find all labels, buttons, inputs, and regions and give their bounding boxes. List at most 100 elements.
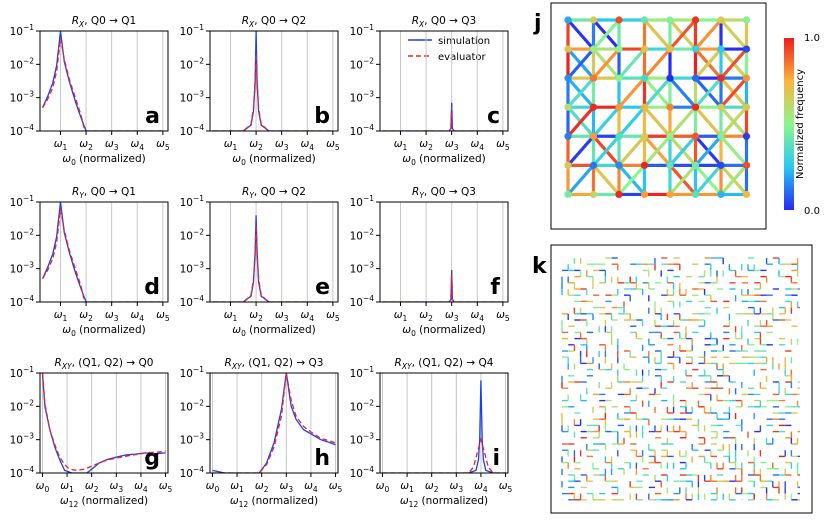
lattice-node [640, 103, 649, 111]
y-tick-label: 10−1 [10, 23, 35, 38]
x-tick-label: ω4 [134, 480, 148, 494]
y-tick-label: 10−1 [180, 23, 205, 38]
lattice-node [615, 16, 623, 24]
legend: simulation evaluator [408, 36, 490, 63]
x-tick-label: ω1 [230, 480, 244, 494]
panel-f: RY, Q0 → Q3 ω1 ω2 ω3 ω4 ω5 10−1 10−2 10−3 10−4 f ω0… [350, 186, 510, 338]
axes-frame [209, 201, 339, 303]
lattice-edge [642, 47, 672, 80]
lattice-edge [591, 163, 621, 197]
lattice-panel-j: j 1.0 0.0 Normalized frequency [533, 2, 820, 230]
y-tick-label: 10−3 [180, 261, 205, 276]
x-tick-label: ω4 [470, 309, 484, 323]
x-axis-label: ω0 (normalized) [232, 153, 315, 167]
x-tick-label: ω2 [85, 480, 99, 494]
x-tick-label: ω4 [300, 138, 314, 152]
x-tick-label: ω2 [425, 480, 439, 494]
panel-label: k [532, 254, 548, 279]
series-simulation [42, 202, 163, 302]
y-tick-label: 10−2 [10, 56, 35, 71]
x-tick-label: ω5 [496, 138, 510, 152]
x-tick-label: ω1 [224, 309, 238, 323]
lattice-node [640, 16, 649, 24]
lattice-node [742, 190, 751, 199]
y-tick-label: 10−4 [350, 465, 375, 480]
x-axis-label: ω12 (normalized) [400, 495, 488, 509]
x-tick-label: ω3 [105, 138, 119, 152]
x-axis-label: ω0 (normalized) [232, 324, 315, 338]
x-tick-label: ω3 [275, 138, 289, 152]
lattice-edge [617, 163, 647, 197]
colorbar-max-label: 1.0 [804, 33, 820, 44]
lattice-edge [719, 163, 749, 197]
series-simulation [382, 102, 503, 131]
x-tick-label: ω0 [206, 480, 220, 494]
x-axis-label: ω12 (normalized) [60, 495, 148, 509]
lattice-node [742, 16, 751, 24]
x-tick-label: ω4 [474, 480, 488, 494]
panel-title: RXY, (Q1, Q2) → Q4 [395, 357, 494, 371]
lattice-edge [617, 134, 647, 167]
panel-title: RXY, (Q1, Q2) → Q3 [225, 357, 324, 371]
lattice-edge [566, 76, 596, 109]
x-tick-label: ω3 [105, 309, 119, 323]
x-tick-label: ω5 [496, 309, 510, 323]
lattice-edge [693, 18, 723, 51]
series-simulation [212, 373, 336, 473]
lattice-edge [591, 47, 621, 80]
lattice-node [640, 190, 649, 199]
lattice-node [666, 16, 674, 24]
lattice-node [666, 132, 674, 140]
dense-frame [550, 244, 813, 514]
lattice-edge [693, 105, 723, 138]
x-tick-label: ω3 [280, 480, 294, 494]
lattice-node [691, 16, 700, 24]
y-tick-label: 10−2 [10, 227, 35, 242]
lattice-edge [617, 76, 647, 109]
x-tick-label: ω0 [376, 480, 390, 494]
panel-label: f [490, 275, 500, 300]
panel-title: RY, Q0 → Q1 [72, 186, 136, 200]
x-tick-label: ω4 [470, 138, 484, 152]
lattice-node [564, 45, 572, 53]
lattice-edge [642, 76, 672, 109]
lattice-node [640, 74, 649, 82]
dense-edges [561, 257, 800, 501]
dense-panel-k: k [532, 244, 813, 514]
lattice-node [691, 190, 700, 199]
lattice-edge [617, 105, 647, 138]
panel-c: RX, Q0 → Q3 ω1 ω2 ω3 ω4 ω5 10−1 10−2 10−3 10−4 c ω0… [350, 15, 510, 167]
lattice-edge [719, 47, 749, 80]
y-tick-label: 10−2 [180, 227, 205, 242]
lattice-edge [668, 134, 698, 167]
lattice-node [615, 161, 623, 169]
lattice-edge [566, 105, 596, 138]
y-tick-label: 10−4 [350, 294, 375, 309]
y-tick-label: 10−4 [180, 465, 205, 480]
series-evaluator [42, 209, 163, 302]
panel-g: RXY, (Q1, Q2) → Q0 ω0 ω1 ω2 ω3 ω4 ω5 10−1 10−2 10… [10, 357, 173, 509]
y-tick-label: 10−3 [10, 432, 35, 447]
lattice-node [717, 16, 725, 24]
panel-a: RX, Q0 → Q1 ω1 ω2 ω3 ω4 ω5 10−1 10−2 10−3 10−4 a ω0… [10, 15, 491, 167]
lattice-node [742, 132, 751, 140]
x-axis-label: ω0 (normalized) [402, 324, 485, 338]
lattice-node [615, 45, 623, 53]
panel-label: e [315, 275, 330, 300]
x-tick-label: ω2 [419, 309, 433, 323]
lattice-node [717, 161, 725, 169]
lattice-node [691, 103, 700, 111]
lattice-node [717, 45, 725, 53]
lattice-node [691, 45, 700, 53]
x-tick-label: ω2 [79, 138, 93, 152]
panel-e: RY, Q0 → Q2 ω1 ω2 ω3 ω4 ω5 10−1 10−2 10−3 10−4 e ω0… [180, 186, 340, 338]
lattice-edge [719, 134, 749, 167]
lattice-edge [693, 76, 723, 109]
series-simulation [382, 380, 506, 473]
lattice-edge [642, 18, 672, 51]
y-tick-label: 10−3 [180, 432, 205, 447]
x-tick-label: ω4 [130, 309, 144, 323]
x-tick-label: ω3 [275, 309, 289, 323]
line-panels: RX, Q0 → Q1 ω1 ω2 ω3 ω4 ω5 10−1 10−2 10−3 10−4 a ω0… [10, 15, 513, 509]
y-tick-label: 10−3 [350, 432, 375, 447]
